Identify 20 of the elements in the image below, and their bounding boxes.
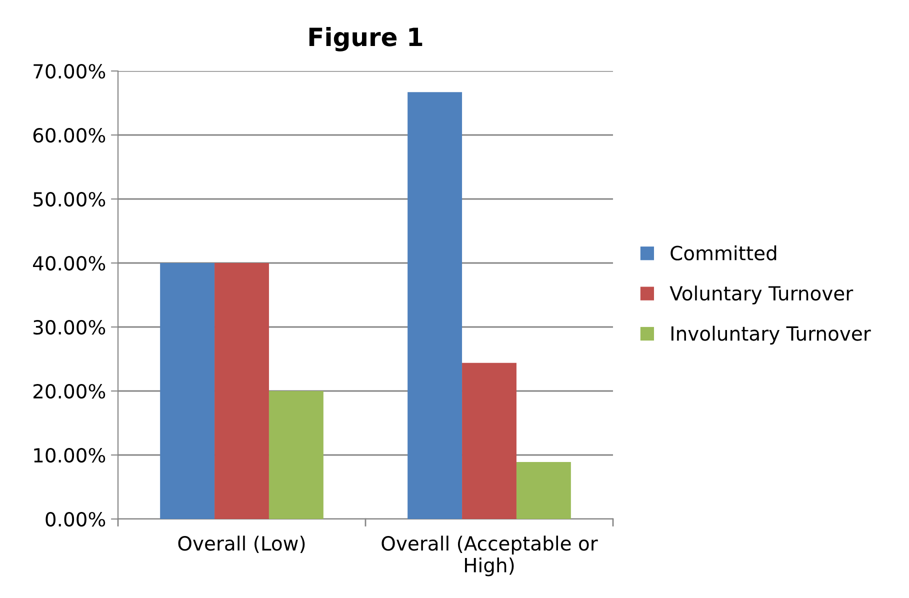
bar <box>408 92 462 519</box>
bar <box>160 263 215 519</box>
legend-label: Committed <box>670 245 776 260</box>
legend-label: Voluntary Turnover <box>670 286 854 304</box>
y-tick-label: 0.00% <box>46 512 106 527</box>
legend-label: Involuntary Turnover <box>671 326 871 345</box>
y-tick-label: 40.00% <box>33 256 106 271</box>
y-tick-label: 10.00% <box>34 448 106 463</box>
bar <box>268 391 324 519</box>
bar <box>214 263 269 519</box>
x-tick-label: Overall (Low) <box>178 536 305 554</box>
x-tick-label: Overall (Acceptable or High) <box>382 536 598 576</box>
bar <box>516 462 571 519</box>
y-tick-label: 60.00% <box>33 128 106 143</box>
chart-title: Figure 1 <box>309 27 422 52</box>
y-tick-label: 70.00% <box>34 64 106 79</box>
y-tick-label: 50.00% <box>34 192 106 207</box>
y-tick-label: 20.00% <box>33 384 106 399</box>
y-tick-label: 30.00% <box>34 320 106 335</box>
bar <box>462 362 516 519</box>
